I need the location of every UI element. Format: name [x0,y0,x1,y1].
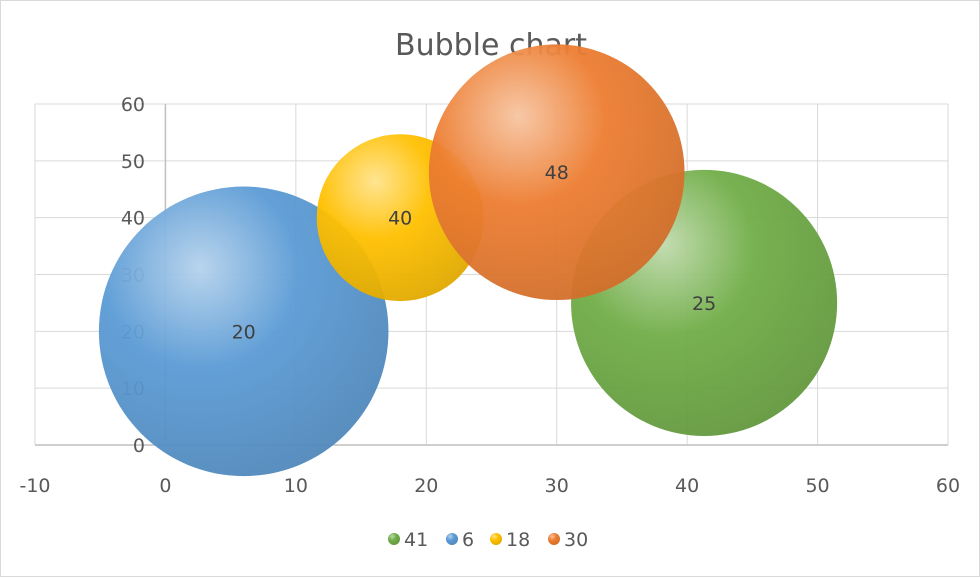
y-tick-label: 50 [121,151,145,173]
x-tick-label: 40 [675,475,699,497]
legend-label: 18 [506,529,530,551]
legend-label: 30 [564,529,588,551]
legend-label: 41 [404,529,428,551]
bubble-series-30[interactable] [428,44,685,301]
y-tick-label: 60 [121,94,145,116]
y-tick-label: 40 [121,208,145,230]
legend-marker [388,533,400,545]
x-tick-label: 30 [545,475,569,497]
legend[interactable]: 41 6 18 30 [388,529,588,551]
x-tick-label: 10 [284,475,308,497]
data-labels: 25 20 40 48 [232,162,717,343]
legend-label: 6 [462,529,474,551]
legend-item[interactable]: 6 [446,529,474,551]
x-tick-label: 50 [805,475,829,497]
bubble-data-label: 40 [388,208,412,230]
legend-marker [548,533,560,545]
bubble-data-label: 20 [232,321,256,343]
y-tick-label: 0 [133,435,145,457]
legend-item[interactable]: 30 [548,529,588,551]
bubbles [98,44,838,477]
bubble-series-6[interactable] [98,186,389,477]
legend-item[interactable]: 18 [490,529,530,551]
legend-marker [490,533,502,545]
legend-marker [446,533,458,545]
bubble-data-label: 25 [692,293,716,315]
x-tick-label: 0 [159,475,171,497]
x-tick-label: 60 [936,475,960,497]
legend-item[interactable]: 41 [388,529,428,551]
bubble-data-label: 48 [545,162,569,184]
x-tick-label: 20 [414,475,438,497]
x-tick-label: -10 [19,475,50,497]
